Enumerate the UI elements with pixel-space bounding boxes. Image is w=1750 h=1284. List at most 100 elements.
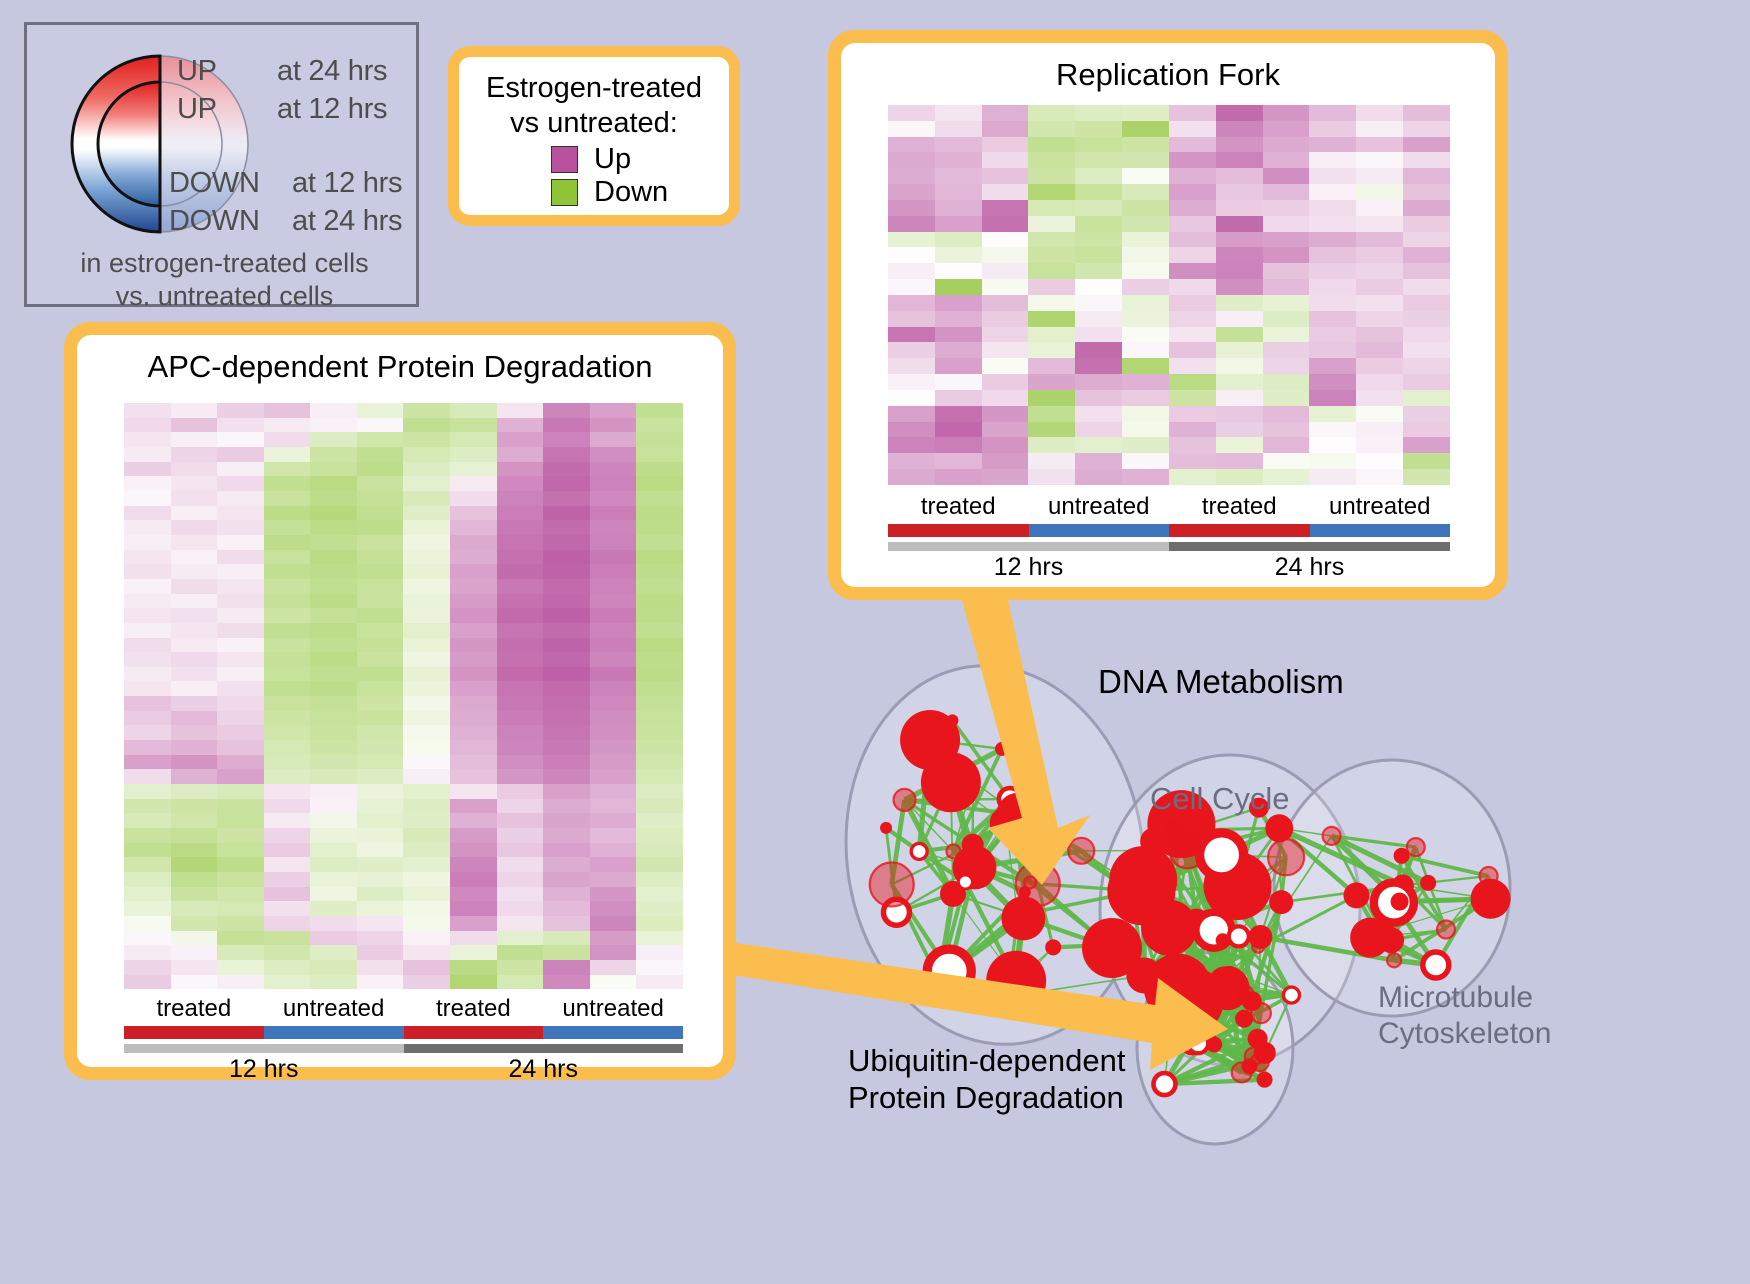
heatmap-cell [497, 975, 544, 990]
heatmap-cell [1309, 390, 1356, 406]
heatmap-cell [124, 887, 171, 902]
heatmap-cell [1403, 437, 1450, 453]
heatmap-cell [982, 342, 1029, 358]
cluster-label-cell-cycle: Cell Cycle [1150, 780, 1290, 817]
time-color-bars [124, 1044, 683, 1053]
heatmap-cell [171, 594, 218, 609]
heatmap-cell [264, 403, 311, 418]
key-caption: in estrogen-treated cells vs. untreated … [27, 247, 422, 313]
heatmap-cell [450, 432, 497, 447]
heatmap-cell [171, 828, 218, 843]
heatmap-cell [171, 740, 218, 755]
key-time-3: at 24 hrs [292, 205, 402, 238]
heatmap-cell [217, 652, 264, 667]
heatmap-cell [124, 667, 171, 682]
heatmap-cell [124, 550, 171, 565]
heatmap-cell [1263, 390, 1310, 406]
heatmap-cell [357, 916, 404, 931]
heatmap-cell [1309, 121, 1356, 137]
heatmap-cell [1122, 327, 1169, 343]
column-label-3: untreated [1310, 493, 1451, 521]
heatmap-cell [590, 681, 637, 696]
heatmap-row [888, 200, 1450, 216]
heatmap-row [124, 769, 683, 784]
network-node [1423, 952, 1449, 978]
heatmap-cell [171, 418, 218, 433]
heatmap-cell [636, 638, 683, 653]
heatmap-cell [888, 327, 935, 343]
heatmap-cell [888, 232, 935, 248]
heatmap-cell [1075, 121, 1122, 137]
heatmap-cell [171, 696, 218, 711]
heatmap-cell [264, 799, 311, 814]
heatmap-cell [1263, 105, 1310, 121]
key-state-3: DOWN [169, 205, 260, 238]
heatmap-cell [264, 769, 311, 784]
heatmap-cell [217, 711, 264, 726]
heatmap-cell [310, 887, 357, 902]
heatmap-cell [403, 550, 450, 565]
heatmap-cell [1309, 263, 1356, 279]
column-bar-treated-24 [404, 1026, 544, 1039]
heatmap-cell [217, 418, 264, 433]
heatmap-cell [403, 681, 450, 696]
heatmap-cell [403, 725, 450, 740]
heatmap-cell [217, 916, 264, 931]
heatmap-row [124, 813, 683, 828]
heatmap-cell [1216, 279, 1263, 295]
heatmap-cell [450, 813, 497, 828]
heatmap-cell [1356, 121, 1403, 137]
time-bar-12hrs [888, 542, 1169, 551]
heatmap-row [124, 725, 683, 740]
heatmap-cell [1403, 422, 1450, 438]
heatmap-row [124, 931, 683, 946]
heatmap-cell [1263, 279, 1310, 295]
network-node [995, 742, 1009, 756]
heatmap-cell [935, 295, 982, 311]
heatmap-cell [497, 638, 544, 653]
heatmap-cell [1028, 311, 1075, 327]
heatmap-cell [357, 667, 404, 682]
heatmap-cell [1309, 279, 1356, 295]
key-state-1: UP [177, 93, 217, 126]
heatmap-cell [590, 550, 637, 565]
heatmap-cell [403, 813, 450, 828]
heatmap-cell [310, 872, 357, 887]
column-bar-treated-24 [1169, 524, 1310, 537]
heatmap-cell [935, 105, 982, 121]
heatmap-cell [935, 453, 982, 469]
heatmap-cell [124, 769, 171, 784]
heatmap-cell [403, 799, 450, 814]
heatmap-cell [1122, 406, 1169, 422]
heatmap-cell [543, 872, 590, 887]
heatmap-cell [357, 755, 404, 770]
heatmap-cell [264, 564, 311, 579]
heatmap-cell [1309, 374, 1356, 390]
heatmap-cell [497, 696, 544, 711]
heatmap-cell [1356, 437, 1403, 453]
heatmap-cell [888, 453, 935, 469]
heatmap-cell [124, 681, 171, 696]
heatmap-cell [217, 491, 264, 506]
time-label-24hrs: 24 hrs [1169, 553, 1450, 582]
heatmap-cell [403, 623, 450, 638]
column-labels: treated untreated treated untreated [124, 995, 683, 1023]
heatmap-cell [1169, 121, 1216, 137]
heatmap-cell [1169, 422, 1216, 438]
panel-apc-degradation: APC-dependent Protein Degradation treate… [64, 322, 736, 1080]
heatmap-cell [1356, 216, 1403, 232]
heatmap-cell [1028, 105, 1075, 121]
time-label-12hrs: 12 hrs [888, 553, 1169, 582]
heatmap-cell [888, 311, 935, 327]
network-node [1283, 987, 1299, 1003]
heatmap-cell [497, 506, 544, 521]
heatmap-cell [1122, 453, 1169, 469]
heatmap-cell [590, 579, 637, 594]
heatmap-cell [403, 960, 450, 975]
heatmap-cell [1028, 374, 1075, 390]
heatmap-cell [403, 476, 450, 491]
column-bar-untreated-12 [264, 1026, 404, 1039]
heatmap-cell [450, 740, 497, 755]
heatmap-cell [1356, 168, 1403, 184]
heatmap-cell [1263, 121, 1310, 137]
